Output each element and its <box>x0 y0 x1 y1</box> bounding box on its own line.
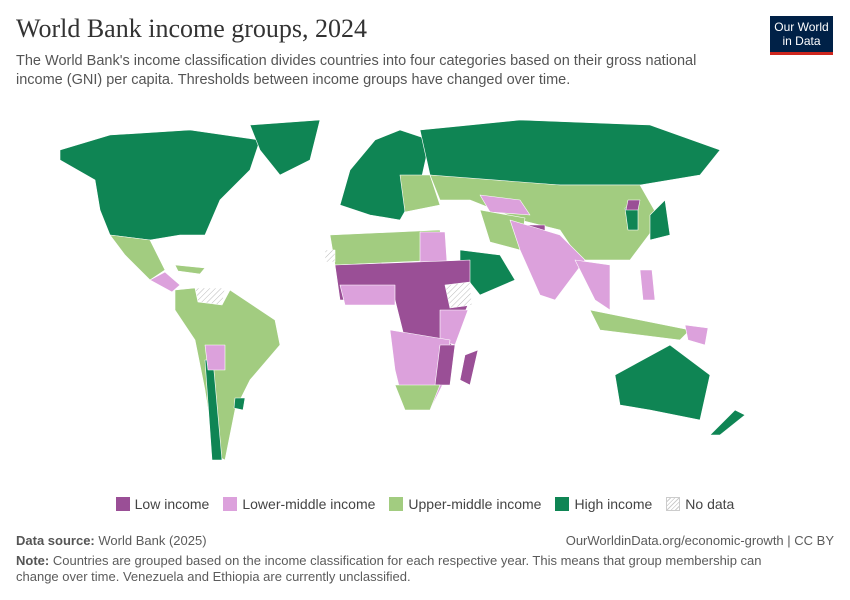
legend-label: No data <box>685 496 735 512</box>
legend-swatch <box>115 497 130 511</box>
region-mozambique[interactable] <box>434 344 456 386</box>
legend: Low income Lower-middle income Upper-middl… <box>0 496 850 512</box>
region-central-asia[interactable] <box>479 194 531 216</box>
region-caribbean[interactable] <box>174 264 206 275</box>
region-egypt[interactable] <box>419 231 448 263</box>
source-link[interactable]: World Bank (2025) <box>98 533 207 548</box>
region-north-america[interactable] <box>59 129 261 241</box>
legend-label: High income <box>574 496 653 512</box>
region-png[interactable] <box>684 324 709 346</box>
region-southeast-asia[interactable] <box>574 259 611 311</box>
legend-swatch <box>389 497 404 511</box>
owid-logo[interactable]: Our World in Data <box>770 16 833 55</box>
region-eastern-europe[interactable] <box>399 174 441 213</box>
region-bolivia[interactable] <box>204 344 226 371</box>
region-madagascar[interactable] <box>459 349 479 386</box>
legend-label: Lower-middle income <box>242 496 376 512</box>
world-map[interactable] <box>0 110 850 480</box>
data-source: Data source: World Bank (2025) <box>16 533 207 548</box>
region-west-africa[interactable] <box>339 284 396 306</box>
region-indonesia[interactable] <box>589 309 691 341</box>
region-mexico[interactable] <box>109 234 166 281</box>
legend-item-low[interactable]: Low income <box>115 496 210 512</box>
legend-swatch <box>223 497 238 511</box>
source-url[interactable]: OurWorldinData.org/economic-growth | CC … <box>565 533 834 548</box>
region-new-zealand[interactable] <box>709 409 746 436</box>
legend-item-lower-middle[interactable]: Lower-middle income <box>223 496 375 512</box>
legend-swatch <box>555 497 570 511</box>
legend-item-upper-middle[interactable]: Upper-middle income <box>389 496 541 512</box>
legend-item-high[interactable]: High income <box>555 496 652 512</box>
chart-subtitle: The World Bank's income classification d… <box>16 53 697 88</box>
region-horn[interactable] <box>444 281 473 309</box>
region-south-africa[interactable] <box>394 384 441 411</box>
region-russia[interactable] <box>419 119 721 186</box>
chart-note: Note: Countries are grouped based on the… <box>16 553 762 584</box>
region-north-korea[interactable] <box>625 199 641 211</box>
region-philippines[interactable] <box>639 269 656 301</box>
region-central-america[interactable] <box>149 271 181 293</box>
chart-title: World Bank income groups, 2024 <box>16 14 368 43</box>
legend-label: Low income <box>134 496 210 512</box>
region-india[interactable] <box>509 219 586 301</box>
region-uruguay[interactable] <box>233 397 246 411</box>
region-australia[interactable] <box>614 344 711 421</box>
legend-label: Upper-middle income <box>408 496 542 512</box>
legend-item-no-data[interactable]: No data <box>666 496 734 512</box>
region-greenland[interactable] <box>249 119 321 176</box>
legend-swatch <box>666 497 681 511</box>
region-japan[interactable] <box>649 199 671 241</box>
region-south-america[interactable] <box>174 287 281 461</box>
region-west-sahara[interactable] <box>324 249 336 263</box>
